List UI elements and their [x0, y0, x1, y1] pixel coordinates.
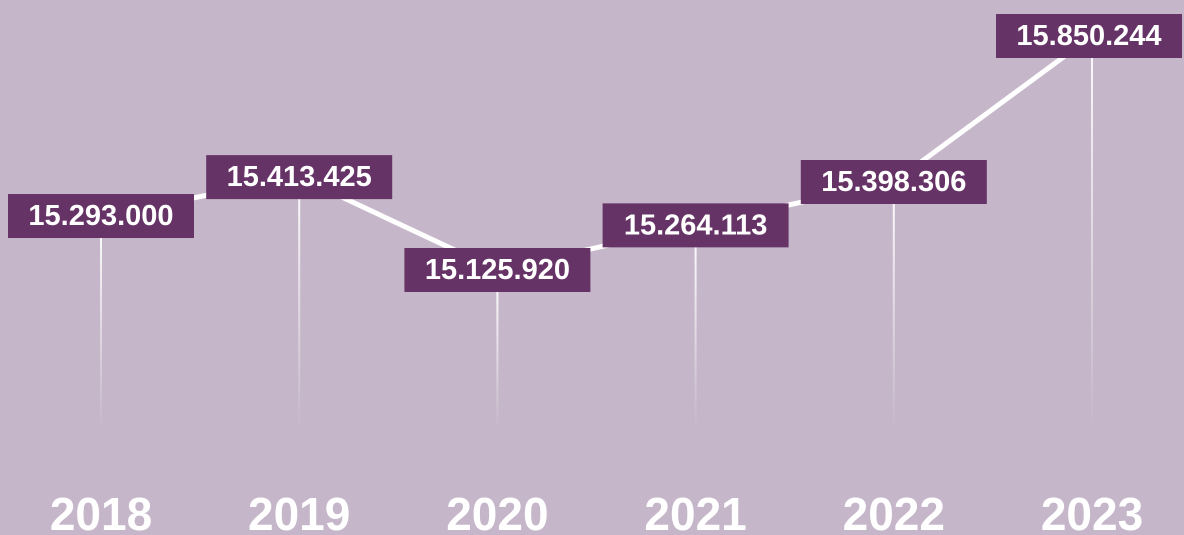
value-label: 15.413.425	[227, 161, 372, 193]
x-tick-label: 2021	[644, 488, 746, 535]
drop-line	[892, 204, 895, 430]
x-tick-label: 2020	[446, 488, 548, 535]
drop-line	[496, 292, 499, 430]
value-box	[602, 203, 789, 248]
drop-line	[694, 247, 697, 430]
value-box	[404, 248, 591, 292]
value-box	[206, 155, 393, 200]
value-box	[800, 160, 987, 205]
value-label: 15.125.920	[425, 254, 570, 286]
value-label: 15.293.000	[28, 200, 173, 232]
value-label: 15.398.306	[821, 166, 966, 198]
drop-line	[1091, 58, 1093, 430]
value-label: 15.850.244	[1016, 20, 1161, 52]
drop-line	[100, 238, 102, 430]
x-tick-label: 2019	[248, 488, 350, 535]
x-tick-label: 2018	[50, 488, 152, 535]
value-label: 15.264.113	[624, 209, 768, 241]
line	[100, 33, 1094, 273]
x-tick-label: 2022	[843, 488, 945, 535]
value-box	[8, 194, 194, 239]
drop-line	[298, 199, 301, 430]
x-tick-label: 2023	[1041, 488, 1143, 535]
value-box	[996, 14, 1182, 58]
